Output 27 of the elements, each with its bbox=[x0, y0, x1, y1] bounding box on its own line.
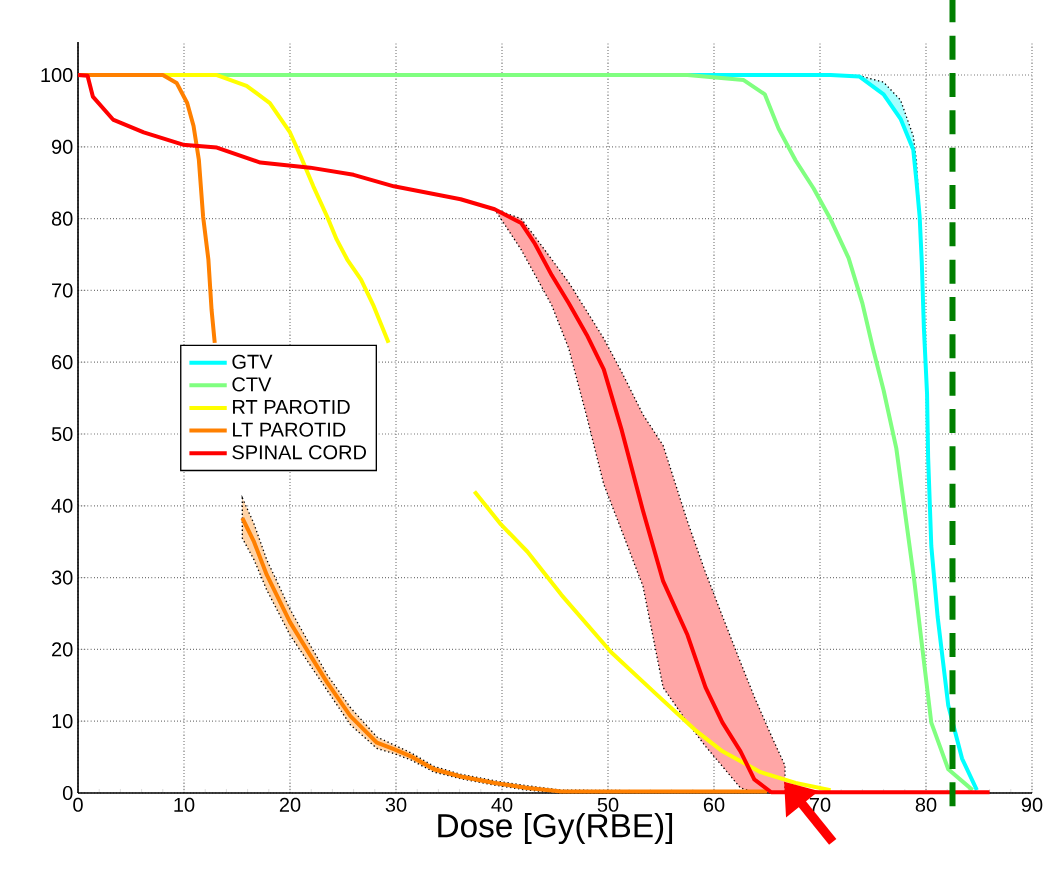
legend-label: GTV bbox=[232, 354, 273, 369]
x-tick-label: 80 bbox=[915, 797, 937, 812]
x-tick-label: 30 bbox=[385, 797, 407, 812]
x-tick-label: 20 bbox=[279, 797, 301, 812]
x-tick-label: 40 bbox=[491, 797, 513, 812]
y-tick-label: 0 bbox=[62, 785, 73, 801]
legend-label: LT PAROTID bbox=[233, 422, 346, 437]
legend-label: RT PAROTID bbox=[233, 399, 350, 415]
legend-label: CTV bbox=[232, 377, 272, 392]
y-tick-label: 90 bbox=[51, 139, 73, 154]
x-tick-label: 0 bbox=[73, 797, 83, 812]
y-tick-label: 70 bbox=[52, 283, 73, 298]
x-tick-label: 10 bbox=[174, 797, 195, 812]
y-tick-label: 50 bbox=[51, 426, 73, 442]
x-tick-label: 50 bbox=[597, 797, 619, 812]
legend-label: SPINAL CORD bbox=[232, 445, 367, 460]
y-tick-label: 60 bbox=[52, 355, 73, 370]
y-tick-label: 100 bbox=[41, 67, 73, 83]
x-axis-title: Dose [Gy(RBE)] bbox=[438, 813, 673, 845]
y-tick-label: 30 bbox=[51, 570, 73, 585]
y-tick-label: 80 bbox=[51, 211, 73, 226]
y-tick-label: 40 bbox=[51, 498, 73, 513]
x-tick-label: 70 bbox=[809, 797, 831, 812]
x-tick-label: 90 bbox=[1021, 797, 1043, 812]
x-tick-label: 60 bbox=[703, 797, 725, 812]
y-tick-label: 10 bbox=[52, 714, 73, 729]
y-tick-label: 20 bbox=[52, 642, 73, 657]
